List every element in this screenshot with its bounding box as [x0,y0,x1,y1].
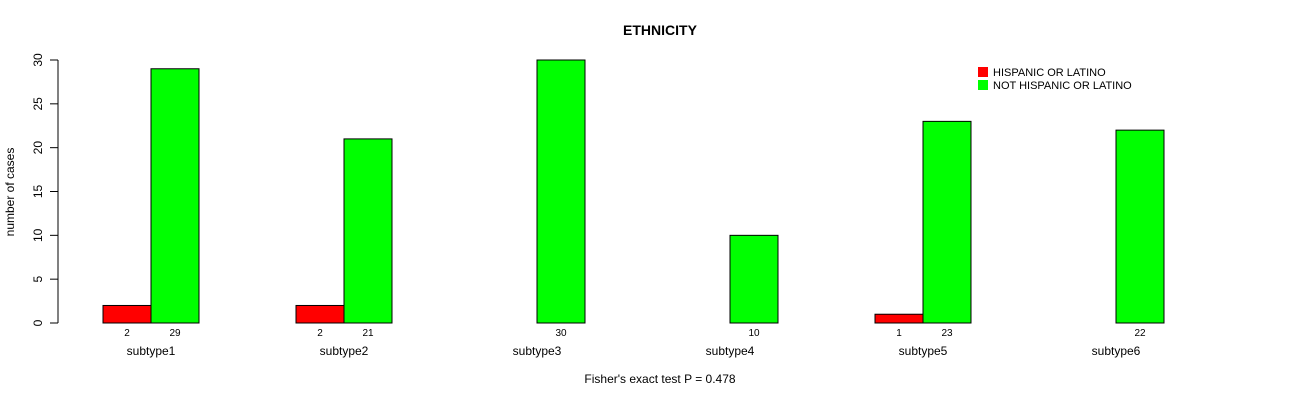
bar-count-label: 1 [896,328,902,339]
category-label-subtype2: subtype2 [320,344,369,358]
bar-count-label: 29 [169,328,181,339]
y-tick-label: 5 [31,276,45,283]
bar-count-label: 22 [1134,328,1146,339]
legend-label-not-hispanic: NOT HISPANIC OR LATINO [993,80,1132,92]
category-label-subtype5: subtype5 [899,344,948,358]
bar-count-label: 23 [941,328,953,339]
category-label-subtype6: subtype6 [1092,344,1141,358]
count-labels-group: 2 29 2 21 30 10 1 23 22 [124,328,1146,339]
chart-title: ETHNICITY [623,22,698,38]
bar-count-label: 2 [124,328,130,339]
y-tick-label: 10 [31,228,45,242]
bar-subtype5-hispanic [874,313,924,324]
bar-subtype6-not-hispanic [1115,129,1165,324]
bar-subtype2-hispanic [295,304,345,324]
bar-count-label: 10 [748,328,760,339]
category-label-subtype4: subtype4 [706,344,755,358]
category-label-subtype3: subtype3 [513,344,562,358]
bar-count-label: 21 [362,328,374,339]
y-tick-label: 15 [31,185,45,199]
y-tick-label: 30 [31,53,45,67]
bar-subtype3-not-hispanic [536,59,586,324]
category-labels-group: subtype1 subtype2 subtype3 subtype4 subtype5… [127,344,1141,358]
category-label-subtype1: subtype1 [127,344,176,358]
bars-group [102,59,1165,324]
bar-subtype4-not-hispanic [729,234,779,324]
bar-subtype1-hispanic [102,304,152,324]
legend-swatch-hispanic [978,67,988,77]
y-tick-label: 20 [31,141,45,155]
bar-subtype1-not-hispanic [150,68,200,324]
bar-subtype5-not-hispanic [922,120,972,324]
bar-count-label: 30 [555,328,567,339]
legend-swatch-not-hispanic [978,80,988,90]
y-tick-label: 0 [31,319,45,326]
bar-subtype2-not-hispanic [343,138,393,324]
bar-count-label: 2 [317,328,323,339]
legend-label-hispanic: HISPANIC OR LATINO [993,67,1106,79]
y-axis-label: number of cases [3,148,17,237]
fisher-test-footnote: Fisher's exact test P = 0.478 [584,372,735,386]
y-axis-ticks: 0 5 10 15 20 25 30 [31,53,58,326]
y-tick-label: 25 [31,97,45,111]
